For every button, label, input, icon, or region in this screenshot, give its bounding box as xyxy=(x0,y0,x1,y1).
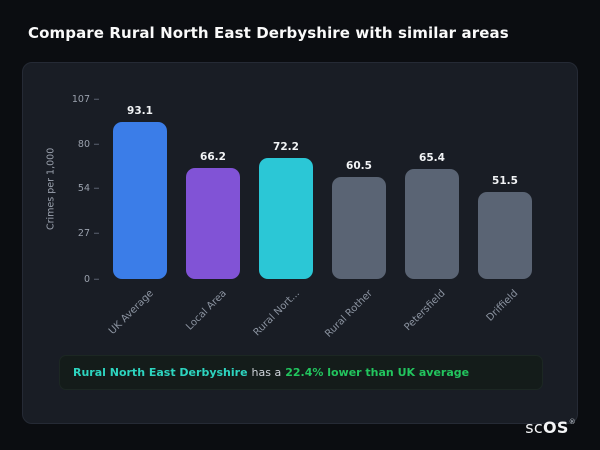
bar[interactable]: 93.1 xyxy=(113,105,167,279)
bar-column: 65.4 Petersfield xyxy=(403,99,459,333)
bar[interactable]: 60.5 xyxy=(332,160,386,279)
logo-suffix: OS xyxy=(542,418,569,437)
bar[interactable]: 66.2 xyxy=(186,151,240,279)
bars-area: 93.1 UK Average 66.2 Local Area 72.2 Rural No… xyxy=(101,99,532,340)
bar-value-label: 51.5 xyxy=(492,175,518,188)
y-tick: 80 xyxy=(78,140,99,150)
y-tick-mark xyxy=(94,233,99,235)
y-axis-ticks: 0 27 54 80 107 xyxy=(59,94,101,283)
y-tick: 54 xyxy=(78,183,99,193)
y-tick-mark xyxy=(94,278,99,280)
bar-value-label: 93.1 xyxy=(127,105,153,118)
bar-value-label: 72.2 xyxy=(273,140,299,153)
summary-connector-text: has a xyxy=(251,366,282,379)
bar-value-label: 60.5 xyxy=(346,160,372,173)
bar[interactable]: 65.4 xyxy=(405,152,459,279)
logo-prefix: sc xyxy=(525,418,543,437)
bar[interactable]: 72.2 xyxy=(259,141,313,279)
registered-trademark-icon: ® xyxy=(568,418,576,426)
bar[interactable]: 51.5 xyxy=(478,175,532,279)
comparison-summary-banner: Rural North East Derbyshire has a 22.4% … xyxy=(59,355,543,390)
bar-value-label: 65.4 xyxy=(419,152,445,164)
bar-column: 60.5 Rural Rother xyxy=(323,99,386,340)
y-tick-label: 80 xyxy=(77,138,90,150)
bar-column: 51.5 Driffield xyxy=(478,99,532,324)
bar-value-label: 66.2 xyxy=(200,150,226,163)
y-tick-mark xyxy=(94,187,99,189)
summary-stat-text: 22.4% lower than UK average xyxy=(285,366,470,379)
y-tick-mark xyxy=(94,143,99,145)
bar-column: 66.2 Local Area xyxy=(184,99,240,333)
y-tick-label: 107 xyxy=(71,93,90,105)
y-tick-label: 54 xyxy=(77,182,90,194)
x-axis-labels-space xyxy=(43,279,559,343)
y-tick-label: 0 xyxy=(83,273,90,285)
y-tick: 27 xyxy=(78,229,99,239)
y-tick-mark xyxy=(94,98,99,100)
bar-chart: Crimes per 1,000 0 27 54 80 107 93.1 UK Avera… xyxy=(43,94,559,340)
scos-logo: scOS® xyxy=(525,418,576,437)
chart-card: Crimes per 1,000 0 27 54 80 107 93.1 UK Avera… xyxy=(22,62,578,424)
y-tick: 0 xyxy=(84,274,99,284)
y-axis-title: Crimes per 1,000 xyxy=(45,147,57,231)
page-title: Compare Rural North East Derbyshire with… xyxy=(28,24,509,42)
bar-column: 72.2 Rural Nort... xyxy=(251,99,313,338)
y-tick-label: 27 xyxy=(77,227,90,239)
bar-column: 93.1 UK Average xyxy=(107,99,167,337)
y-tick: 107 xyxy=(72,94,99,104)
summary-area-name: Rural North East Derbyshire xyxy=(73,366,248,379)
